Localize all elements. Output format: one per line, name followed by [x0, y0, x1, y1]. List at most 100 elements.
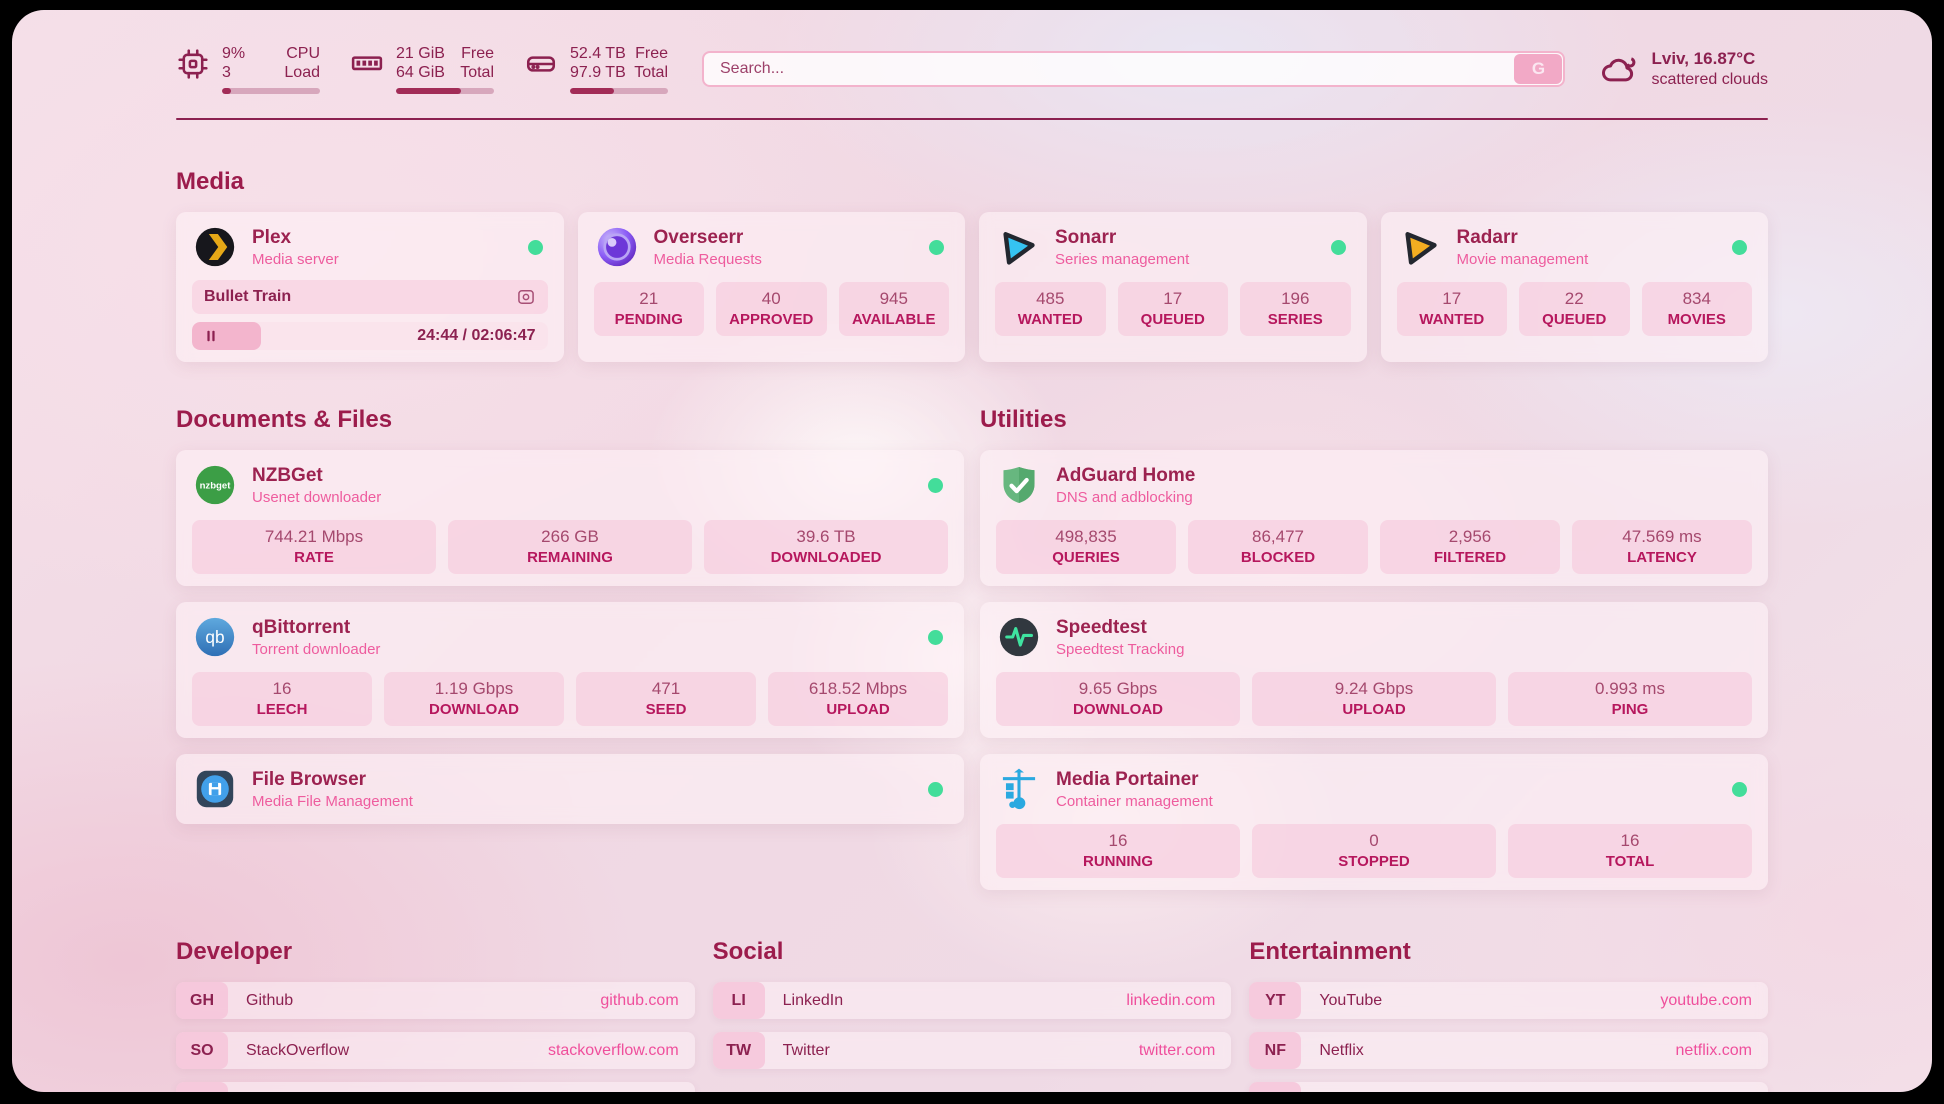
section-title-utilities: Utilities [980, 406, 1067, 434]
app-title: AdGuard Home [1056, 464, 1196, 486]
stat-download: 1.19 Gbps DOWNLOAD [384, 672, 564, 727]
weather-location: Lviv, 16.87°C [1651, 49, 1756, 69]
bookmark-name: DEV [228, 1082, 636, 1093]
search-bar: G [702, 51, 1566, 88]
app-card-speedtest[interactable]: Speedtest Speedtest Tracking 9.65 Gbps DO… [980, 602, 1768, 739]
stat-leech: 16 LEECH [192, 672, 372, 727]
stat-download: 9.65 Gbps DOWNLOAD [996, 672, 1240, 727]
portainer-icon [1002, 769, 1036, 810]
bookmark-dev[interactable]: DT DEV dev.to [176, 1082, 695, 1092]
bookmark-github[interactable]: GH Github github.com [176, 982, 695, 1020]
stat-blocked: 86,477 BLOCKED [1188, 520, 1368, 575]
stat-series: 196 SERIES [1240, 282, 1351, 337]
stat-seed: 471 SEED [576, 672, 756, 727]
bookmark-name: Github [246, 991, 294, 1009]
bookmark-abbr: TW [712, 1032, 765, 1070]
disk-icon [526, 56, 556, 72]
disk-values: 52.4 TB 97.9 TB [570, 45, 626, 82]
stat-wanted: 485 WANTED [995, 282, 1106, 337]
section-media: Media Plex Media server [176, 168, 1768, 363]
pause-icon [207, 331, 215, 342]
cpu-values: 9% 3 [222, 45, 246, 82]
svg-text:qb: qb [205, 628, 224, 648]
bookmark-abbr: DT [176, 1082, 228, 1092]
filebrowser-icon [196, 771, 234, 808]
now-playing-bar: Bullet Train [192, 280, 548, 315]
bookmark-url: dev.to [636, 1082, 694, 1093]
bookmark-url: reddit.com [1677, 1082, 1768, 1093]
weather-widget: Lviv, 16.87°C scattered clouds [1599, 49, 1768, 89]
stat-upload: 9.24 Gbps UPLOAD [1252, 672, 1496, 727]
stat-queries: 498,835 QUERIES [996, 520, 1176, 575]
radarr-icon [1404, 232, 1437, 265]
disk-stat: 52.4 TB 97.9 TB Free Total [524, 44, 668, 95]
app-title: Sonarr [1055, 226, 1117, 248]
cpu-stat: 9% 3 CPU Load [176, 44, 320, 95]
app-card-portainer[interactable]: Media Portainer Container management 16 R… [980, 754, 1768, 891]
stat-rate: 744.21 Mbps RATE [192, 520, 436, 575]
app-subtitle: Media server [252, 250, 339, 268]
bookmark-netflix[interactable]: NF Netflix netflix.com [1249, 1032, 1768, 1070]
bookmark-name: Netflix [1319, 1041, 1364, 1059]
app-card-radarr[interactable]: Radarr Movie management 17 WANTED 22 QUEUE… [1380, 212, 1768, 363]
bookmark-abbr: NF [1249, 1032, 1302, 1070]
app-card-nzbget[interactable]: nzbget NZBGet Usenet downloader 744.21 M… [176, 450, 964, 587]
bookmark-name: YouTube [1319, 991, 1383, 1009]
stat-queued: 22 QUEUED [1519, 282, 1630, 337]
section-title-developer: Developer [176, 938, 293, 966]
status-dot [1330, 239, 1346, 255]
ram-icon [351, 56, 383, 71]
section-documents: Documents & Files nzbget NZBGet Usenet d… [176, 406, 964, 825]
stat-downloaded: 39.6 TB DOWNLOADED [704, 520, 948, 575]
cpu-labels: CPU Load [284, 45, 320, 82]
plex-icon [195, 228, 235, 267]
bookmark-abbr: LI [712, 982, 765, 1020]
nzbget-icon: nzbget [195, 466, 235, 505]
stat-movies: 834 MOVIES [1641, 282, 1752, 337]
search-input[interactable] [702, 51, 1566, 88]
app-subtitle: Movie management [1456, 250, 1589, 268]
app-subtitle: DNS and adblocking [1056, 488, 1193, 506]
app-card-filebrowser[interactable]: File Browser Media File Management [176, 754, 964, 825]
status-dot [527, 239, 543, 255]
app-title: Media Portainer [1056, 768, 1199, 790]
bookmark-abbr: GH [176, 982, 228, 1020]
playback-time: 24:44 / 02:06:47 [417, 327, 536, 345]
app-title: Plex [252, 226, 292, 248]
bookmark-stackoverflow[interactable]: SO StackOverflow stackoverflow.com [176, 1032, 695, 1070]
app-subtitle: Torrent downloader [252, 640, 381, 658]
app-card-qbittorrent[interactable]: qb qBittorrent Torrent downloader 16 LEEC… [176, 602, 964, 739]
app-card-overseerr[interactable]: Overseerr Media Requests 21 PENDING 40 APP… [577, 212, 965, 363]
bookmark-twitter[interactable]: TW Twitter twitter.com [712, 1032, 1232, 1070]
bookmark-linkedin[interactable]: LI LinkedIn linkedin.com [712, 982, 1232, 1020]
status-dot [928, 477, 943, 493]
section-title-social: Social [712, 938, 784, 966]
header-divider [176, 118, 1768, 121]
cloud-icon [1602, 57, 1636, 82]
ram-progress-bar [396, 88, 494, 95]
section-title-media: Media [176, 168, 245, 196]
app-card-plex[interactable]: Plex Media server Bullet Train [176, 212, 564, 363]
bookmark-name: Reddit [1301, 1082, 1677, 1093]
cast-icon [517, 290, 534, 305]
app-title: Radarr [1456, 226, 1518, 248]
app-card-sonarr[interactable]: Sonarr Series management 485 WANTED 17 QUE… [979, 212, 1367, 363]
search-engine-button[interactable]: G [1514, 54, 1563, 85]
stat-stopped: 0 STOPPED [1252, 824, 1496, 879]
stat-latency: 47.569 ms LATENCY [1572, 520, 1752, 575]
status-dot [1732, 239, 1747, 255]
bookmark-youtube[interactable]: YT YouTube youtube.com [1249, 982, 1768, 1020]
bookmark-reddit[interactable]: RE Reddit reddit.com [1249, 1082, 1768, 1092]
bookmark-name: LinkedIn [782, 991, 844, 1009]
dashboard-screen: 9% 3 CPU Load [12, 10, 1932, 1092]
pause-button[interactable] [202, 327, 220, 345]
bookmark-url: netflix.com [1675, 1041, 1752, 1059]
app-card-adguard[interactable]: AdGuard Home DNS and adblocking 498,835 Q… [980, 450, 1768, 587]
app-subtitle: Usenet downloader [252, 488, 382, 506]
stat-filtered: 2,956 FILTERED [1380, 520, 1560, 575]
cpu-progress-bar [222, 88, 320, 95]
bookmark-name: Twitter [782, 1041, 830, 1059]
app-subtitle: Speedtest Tracking [1056, 640, 1185, 658]
bookmark-abbr: YT [1249, 982, 1302, 1020]
section-social: Social LI LinkedIn linkedin.com TW Twitt… [712, 938, 1232, 1092]
